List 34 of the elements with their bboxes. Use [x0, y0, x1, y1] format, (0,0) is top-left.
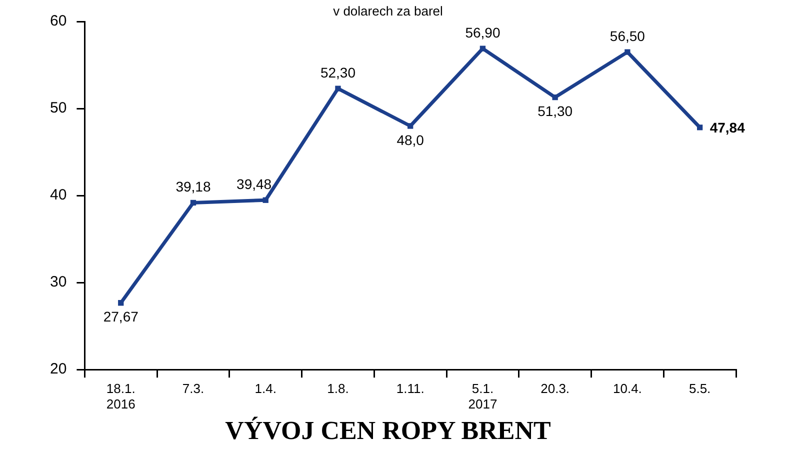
- point: [262, 197, 268, 203]
- y-tick-label: 50: [50, 100, 67, 117]
- x-tick-label: 18.1. 2016: [106, 380, 136, 412]
- x-tick-label: 1.11.: [396, 380, 424, 396]
- point: [480, 46, 486, 52]
- point: [552, 94, 558, 100]
- point: [624, 49, 630, 55]
- data-label: 39,18: [176, 178, 211, 195]
- point: [190, 200, 196, 206]
- chart-subtitle: v dolarech za barel: [333, 3, 444, 18]
- data-label: 56,90: [465, 24, 500, 40]
- data-label: 56,50: [610, 28, 646, 44]
- data-label: 51,30: [538, 103, 573, 120]
- data-label: 47,84: [710, 119, 746, 136]
- x-tick-label: 1.4.: [254, 380, 276, 396]
- point: [335, 86, 341, 92]
- y-tick-label: 60: [50, 12, 67, 30]
- x-tick-label: 5.1. 2017: [468, 380, 498, 412]
- x-tick-label: 1.8.: [327, 380, 349, 396]
- data-label: 48,0: [396, 132, 424, 148]
- y-tick-label: 40: [50, 186, 67, 204]
- y-tick-label: 30: [50, 274, 67, 291]
- y-tick-label: 20: [50, 360, 67, 378]
- x-tick-label: 10.4.: [612, 380, 642, 396]
- data-label: 39,48: [236, 176, 272, 192]
- x-tick-label: 5.5.: [688, 380, 711, 396]
- x-tick-label: 20.3.: [540, 380, 570, 396]
- point: [696, 124, 703, 130]
- point: [408, 123, 414, 129]
- point: [118, 300, 124, 306]
- x-tick-label: 7.3.: [182, 380, 204, 396]
- data-label: 52,30: [320, 64, 356, 80]
- data-label: 27,67: [103, 308, 139, 325]
- text: VÝVOJ CEN ROPY BRENT: [225, 416, 551, 446]
